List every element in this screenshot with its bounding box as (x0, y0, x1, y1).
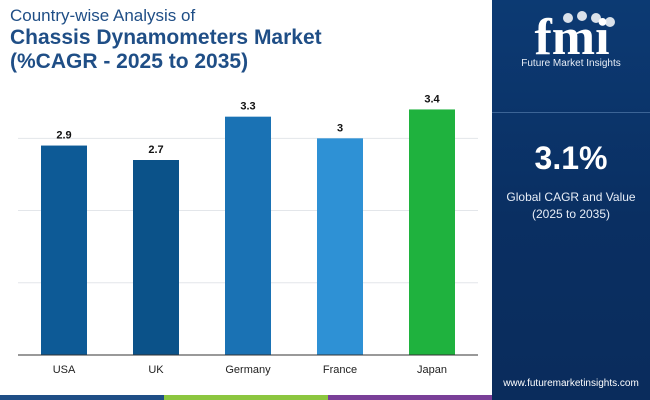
logo-gear-icon (591, 13, 601, 23)
bottom-color-strip (0, 395, 492, 400)
bar-japan (409, 109, 455, 355)
value-label-uk: 2.7 (148, 144, 163, 156)
global-cagr-label: Global CAGR and Value (2025 to 2035) (492, 189, 650, 223)
bars (41, 109, 455, 356)
value-label-france: 3 (337, 122, 343, 134)
x-tick-france: France (323, 364, 357, 376)
bar-france (317, 138, 363, 355)
bar-chart: 2.9 2.7 3.3 3 3.4 USA UK Germany France Japan (18, 93, 478, 376)
x-tick-usa: USA (53, 364, 76, 376)
logo-leaf-icon (577, 11, 587, 21)
sidebar-panel: fmi Future Market Insights 3.1% Global C… (492, 0, 650, 400)
strip-segment-blue (0, 395, 164, 400)
bar-germany (225, 116, 271, 356)
value-label-usa: 2.9 (56, 130, 71, 142)
x-tick-germany: Germany (225, 364, 271, 376)
logo-globe-icon (563, 13, 573, 23)
website-url: www.futuremarketinsights.com (503, 378, 639, 389)
bar-usa (41, 145, 87, 355)
chart-title-line3: (%CAGR - 2025 to 2035) (10, 50, 249, 73)
chart-title-block: Country-wise Analysis of Chassis Dynamom… (10, 6, 480, 74)
strip-segment-purple (328, 395, 492, 400)
x-tick-japan: Japan (417, 364, 447, 376)
fmi-logo: fmi (534, 9, 615, 66)
global-cagr-value: 3.1% (534, 140, 608, 176)
sidebar-divider (492, 112, 650, 113)
chart-title-line1: Country-wise Analysis of (10, 6, 196, 25)
x-axis-ticks: USA UK Germany France Japan (53, 364, 447, 376)
logo-chart-icon (605, 17, 615, 27)
logo-tagline: Future Market Insights (521, 58, 621, 69)
x-tick-uk: UK (148, 364, 164, 376)
global-cagr-label-line2: (2025 to 2035) (531, 207, 611, 221)
strip-segment-green (164, 395, 328, 400)
chart-title-line2: Chassis Dynamometers Market (10, 26, 322, 49)
global-cagr-label-line1: Global CAGR and Value (506, 190, 636, 204)
bar-uk (133, 160, 179, 355)
value-label-japan: 3.4 (424, 93, 440, 105)
value-labels: 2.9 2.7 3.3 3 3.4 (56, 93, 440, 156)
value-label-germany: 3.3 (240, 101, 255, 113)
